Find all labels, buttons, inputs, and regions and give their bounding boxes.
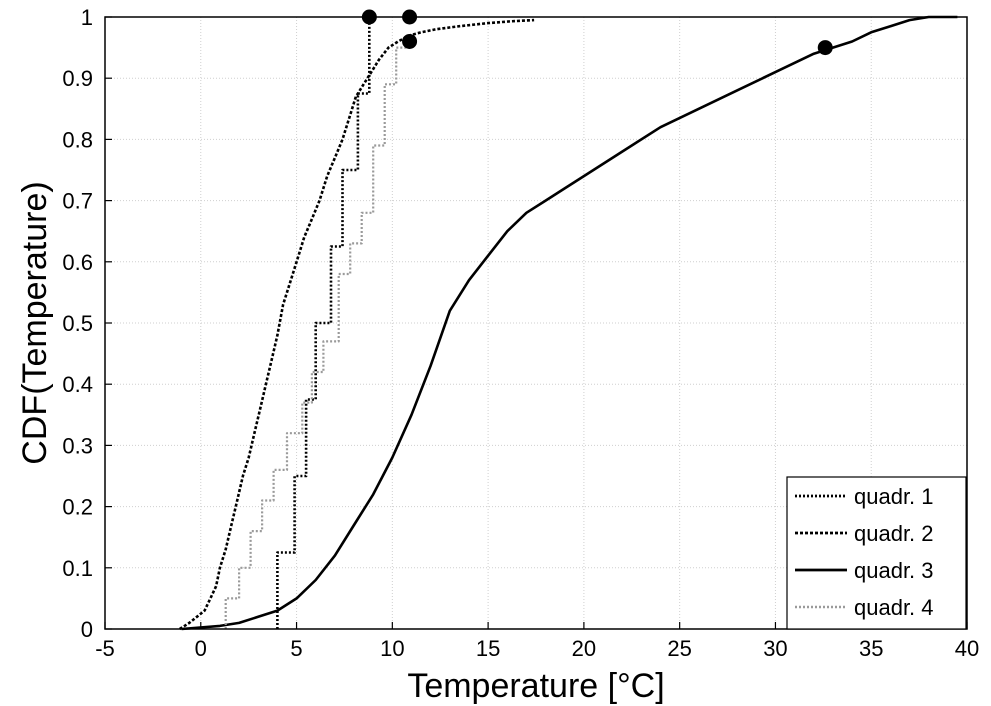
x-axis-ticks: -5 0 5 10 15 20 25 30 35 40 bbox=[95, 622, 979, 661]
grid-lines bbox=[105, 17, 967, 629]
x-tick-label: 25 bbox=[667, 636, 691, 661]
x-tick-label: 5 bbox=[290, 636, 302, 661]
y-tick-label: 0.5 bbox=[62, 311, 93, 336]
y-tick-label: 0.4 bbox=[62, 372, 93, 397]
x-tick-label: 40 bbox=[955, 636, 979, 661]
y-tick-label: 0.8 bbox=[62, 127, 93, 152]
series-line-2 bbox=[179, 18, 535, 631]
x-axis-title: Temperature [°C] bbox=[407, 667, 664, 705]
y-tick-label: 0.3 bbox=[62, 433, 93, 458]
legend-label-2: quadr. 2 bbox=[854, 521, 934, 546]
series-line-1 bbox=[276, 17, 371, 629]
x-tick-label: 15 bbox=[476, 636, 500, 661]
y-tick-label: 1 bbox=[81, 5, 93, 30]
legend-label-4: quadr. 4 bbox=[854, 595, 934, 620]
series-lines bbox=[179, 15, 958, 631]
y-tick-label: 0.2 bbox=[62, 495, 93, 520]
endpoint-marker bbox=[402, 33, 418, 49]
y-axis-ticks: 0 0.1 0.2 0.3 0.4 0.5 0.6 0.7 0.8 0.9 1 bbox=[62, 5, 112, 642]
y-tick-label: 0.7 bbox=[62, 189, 93, 214]
x-tick-label: 35 bbox=[859, 636, 883, 661]
y-axis-title: CDF(Temperature) bbox=[16, 181, 54, 464]
endpoint-marker bbox=[817, 40, 833, 56]
endpoint-markers bbox=[361, 9, 833, 56]
legend-label-1: quadr. 1 bbox=[854, 484, 934, 509]
x-tick-label: 20 bbox=[572, 636, 596, 661]
y-tick-label: 0 bbox=[81, 617, 93, 642]
legend-label-3: quadr. 3 bbox=[854, 558, 934, 583]
legend: quadr. 1 quadr. 2 quadr. 3 quadr. 4 bbox=[786, 476, 967, 630]
x-tick-label: 10 bbox=[380, 636, 404, 661]
y-tick-label: 0.1 bbox=[62, 556, 93, 581]
series-line-3 bbox=[181, 15, 958, 631]
series-line-4 bbox=[224, 41, 411, 629]
y-tick-label: 0.6 bbox=[62, 250, 93, 275]
plot-frame bbox=[104, 16, 968, 630]
x-tick-label: 30 bbox=[763, 636, 787, 661]
x-tick-label: -5 bbox=[95, 636, 115, 661]
y-tick-label: 0.9 bbox=[62, 66, 93, 91]
x-tick-label: 0 bbox=[195, 636, 207, 661]
legend-box bbox=[786, 476, 967, 630]
